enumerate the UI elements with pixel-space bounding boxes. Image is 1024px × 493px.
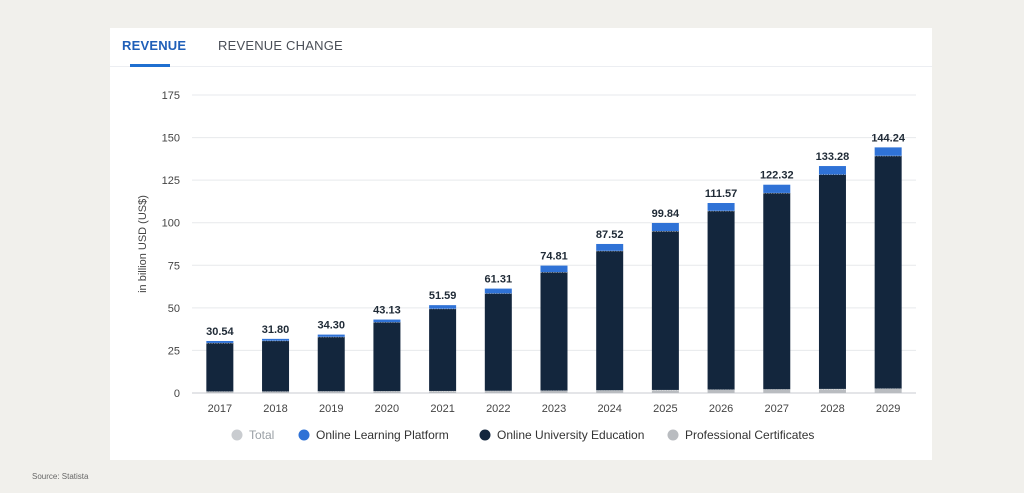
y-tick-label: 75 [168,260,180,272]
bar-online-learning-platform [651,222,679,232]
bar-online-learning-platform [596,243,624,251]
bar-professional-certificates [707,389,735,393]
bar-online-university-education [317,336,345,392]
legend-label: Total [249,428,274,442]
bar-professional-certificates [540,390,568,393]
bar-online-learning-platform [763,184,791,193]
legend-label: Online Learning Platform [316,428,449,442]
bar-professional-certificates [818,388,846,393]
bar-online-learning-platform [317,334,345,337]
bar-online-university-education [373,322,401,392]
legend-label: Online University Education [497,428,644,442]
bar-online-learning-platform [540,265,568,273]
value-label: 144.24 [871,132,906,144]
value-label: 74.81 [540,251,568,263]
bar-online-learning-platform [429,305,457,309]
value-label: 87.52 [596,229,624,241]
source-note: Source: Statista [32,472,89,481]
legend-label: Professional Certificates [685,428,814,442]
legend-marker [231,429,243,441]
bar-online-university-education [874,155,902,389]
y-axis-label: in billion USD (US$) [137,195,149,293]
x-tick-label: 2029 [876,403,900,415]
bar-online-university-education [262,340,290,392]
value-label: 43.13 [373,305,401,317]
revenue-chart: 0 25 50 75 100 125 150 175 in billion USD (US$) 3… [137,90,916,442]
x-tick-label: 2024 [597,403,621,415]
bar-professional-certificates [317,391,345,393]
value-label: 133.28 [816,151,850,163]
legend-marker [298,429,310,441]
x-tick-label: 2023 [542,403,566,415]
legend-marker [479,429,491,441]
active-tab-indicator [130,64,170,67]
tab-bar: REVENUE REVENUE CHANGE [110,28,932,67]
x-tick-label: 2027 [765,403,789,415]
bar-online-learning-platform [373,319,401,323]
tab-revenue-change[interactable]: REVENUE CHANGE [218,38,343,53]
bar-online-learning-platform [262,338,290,341]
value-label: 61.31 [485,274,513,286]
bar-online-learning-platform [707,203,735,211]
bar-online-learning-platform [206,340,234,343]
y-tick-label: 175 [162,90,180,102]
bar-professional-certificates [373,391,401,393]
x-tick-label: 2020 [375,403,399,415]
bar-online-university-education [484,293,512,391]
y-tick-label: 125 [162,175,180,187]
bar-professional-certificates [484,390,512,393]
legend-marker [667,429,679,441]
bar-professional-certificates [874,388,902,393]
y-tick-label: 50 [168,303,180,315]
tab-revenue[interactable]: REVENUE [122,38,187,53]
chart-card: REVENUE REVENUE CHANGE 0 25 50 75 100 125 150 1… [110,28,932,460]
bar-online-university-education [206,342,234,392]
bar-online-university-education [763,192,791,390]
bar-online-university-education [596,250,624,391]
bar-professional-certificates [651,389,679,393]
value-label: 99.84 [652,208,680,220]
bar-online-university-education [540,272,568,391]
bar-online-university-education [818,174,846,389]
x-tick-label: 2025 [653,403,677,415]
x-tick-label: 2028 [820,403,844,415]
value-label: 31.80 [262,324,290,336]
bar-professional-certificates [763,389,791,393]
bar-online-learning-platform [484,288,512,294]
x-tick-label: 2018 [263,403,287,415]
bar-professional-certificates [596,390,624,393]
y-tick-label: 150 [162,133,180,145]
y-tick-label: 100 [162,218,180,230]
bar-professional-certificates [206,391,234,393]
x-tick-label: 2021 [430,403,454,415]
x-tick-label: 2022 [486,403,510,415]
bar-professional-certificates [262,391,290,393]
value-label: 51.59 [429,290,457,302]
y-tick-label: 0 [174,388,180,400]
bar-online-learning-platform [874,147,902,156]
x-tick-label: 2017 [208,403,232,415]
bar-online-university-education [707,210,735,390]
y-tick-label: 25 [168,345,180,357]
bar-professional-certificates [429,390,457,393]
bar-online-learning-platform [818,166,846,175]
value-label: 122.32 [760,170,794,182]
value-label: 34.30 [317,320,345,332]
x-tick-label: 2019 [319,403,343,415]
value-label: 111.57 [705,188,737,200]
bar-online-university-education [429,308,457,391]
value-label: 30.54 [206,326,234,338]
x-tick-label: 2026 [709,403,733,415]
bar-online-university-education [651,231,679,390]
